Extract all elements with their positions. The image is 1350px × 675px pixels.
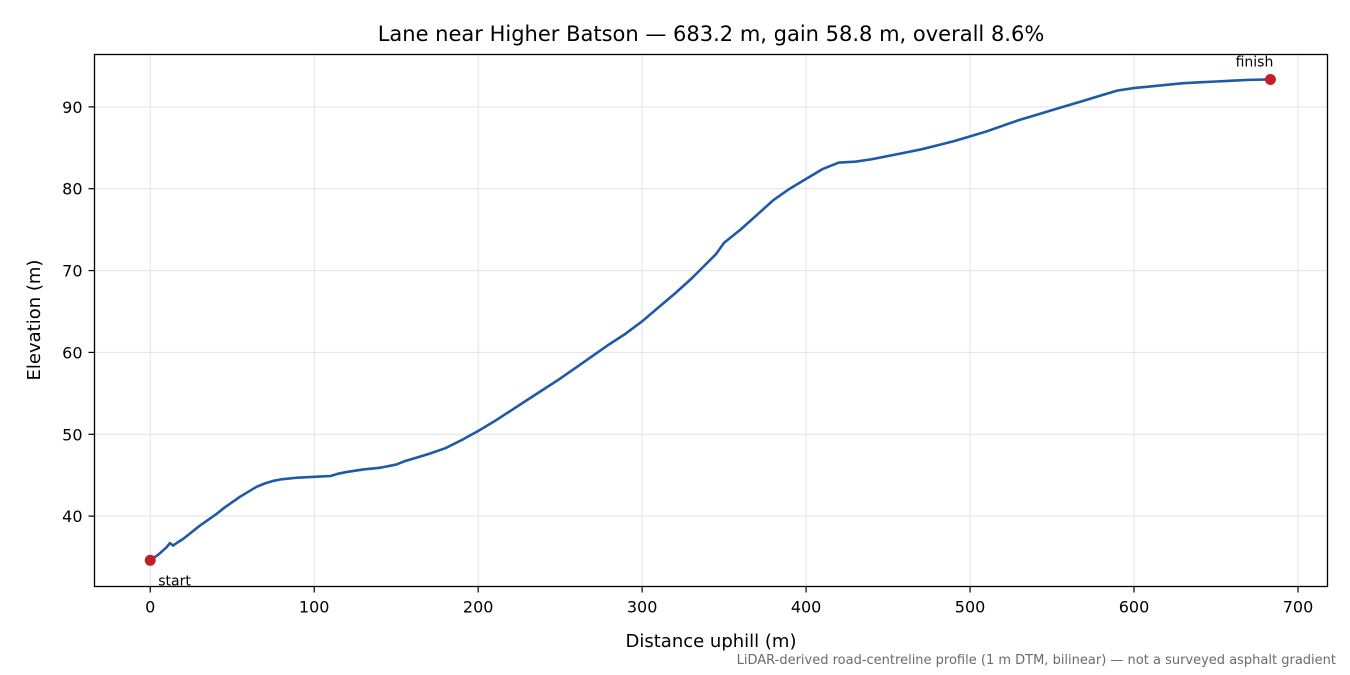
x-tick-label: 700 xyxy=(1283,598,1314,617)
y-tick-label: 60 xyxy=(62,343,82,362)
y-tick-label: 40 xyxy=(62,507,82,526)
x-axis-label: Distance uphill (m) xyxy=(626,631,797,652)
y-axis-label: Elevation (m) xyxy=(24,260,45,381)
y-tick-label: 70 xyxy=(62,262,82,281)
plot-frame xyxy=(93,53,1329,588)
x-tick-label: 500 xyxy=(955,598,986,617)
chart-footnote: LiDAR-derived road-centreline profile (1… xyxy=(737,653,1336,668)
y-tick-label: 80 xyxy=(62,180,82,199)
y-tick-label: 50 xyxy=(62,425,82,444)
start-label: start xyxy=(158,573,191,589)
x-tick-label: 400 xyxy=(791,598,822,617)
x-tick-label: 600 xyxy=(1119,598,1150,617)
x-tick-label: 200 xyxy=(463,598,494,617)
grid-lines xyxy=(94,54,1328,587)
elevation-line xyxy=(148,78,1272,562)
line-layer xyxy=(148,78,1272,562)
y-axis-ticks: 40 50 60 70 80 90 xyxy=(62,98,95,526)
finish-marker xyxy=(1264,73,1276,85)
chart-title: Lane near Higher Batson — 683.2 m, gain … xyxy=(378,22,1045,46)
y-tick-label: 90 xyxy=(62,98,82,117)
x-tick-label: 0 xyxy=(145,598,155,617)
start-marker xyxy=(144,554,156,566)
finish-label: finish xyxy=(1236,54,1274,70)
marker-layer: start finish xyxy=(144,54,1276,589)
x-axis-ticks: 0 100 200 300 400 500 600 700 xyxy=(145,586,1314,617)
x-tick-label: 300 xyxy=(627,598,658,617)
x-tick-label: 100 xyxy=(299,598,330,617)
